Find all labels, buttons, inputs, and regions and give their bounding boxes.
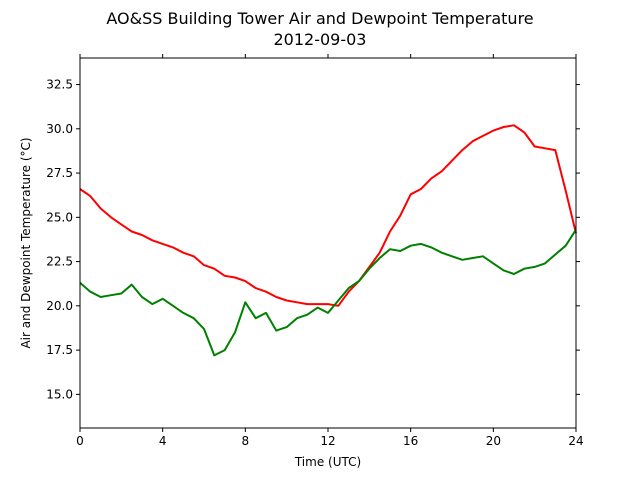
air-temperature-line	[79, 124, 577, 307]
y-tick-label: 15.0	[46, 387, 73, 401]
x-tick-label: 0	[76, 434, 84, 448]
x-tick-label: 24	[568, 434, 583, 448]
y-tick-label: 17.5	[46, 343, 73, 357]
y-axis-label: Air and Dewpoint Temperature (°C)	[19, 137, 33, 348]
x-tick-label: 16	[403, 434, 418, 448]
plot-frame	[79, 57, 577, 429]
y-tick-label: 20.0	[46, 299, 73, 313]
y-tick-label: 25.0	[46, 210, 73, 224]
chart-subtitle: 2012-09-03	[274, 30, 367, 49]
y-tick-label: 32.5	[46, 78, 73, 92]
y-tick-label: 22.5	[46, 255, 73, 269]
chart-title: AO&SS Building Tower Air and Dewpoint Te…	[106, 9, 533, 28]
y-tick-label: 27.5	[46, 166, 73, 180]
ticks-layer: 0 4 8 12 16 20 24 15.0 17.5 20.0 22.5 25.0 27.5 30.0 3…	[46, 54, 584, 448]
dewpoint-temperature-line	[79, 229, 577, 357]
x-tick-label: 4	[159, 434, 167, 448]
x-axis-label: Time (UTC)	[294, 455, 361, 469]
x-tick-label: 12	[320, 434, 335, 448]
y-tick-label: 30.0	[46, 122, 73, 136]
series-layer	[79, 124, 577, 357]
x-tick-label: 8	[242, 434, 250, 448]
x-tick-label: 20	[486, 434, 501, 448]
